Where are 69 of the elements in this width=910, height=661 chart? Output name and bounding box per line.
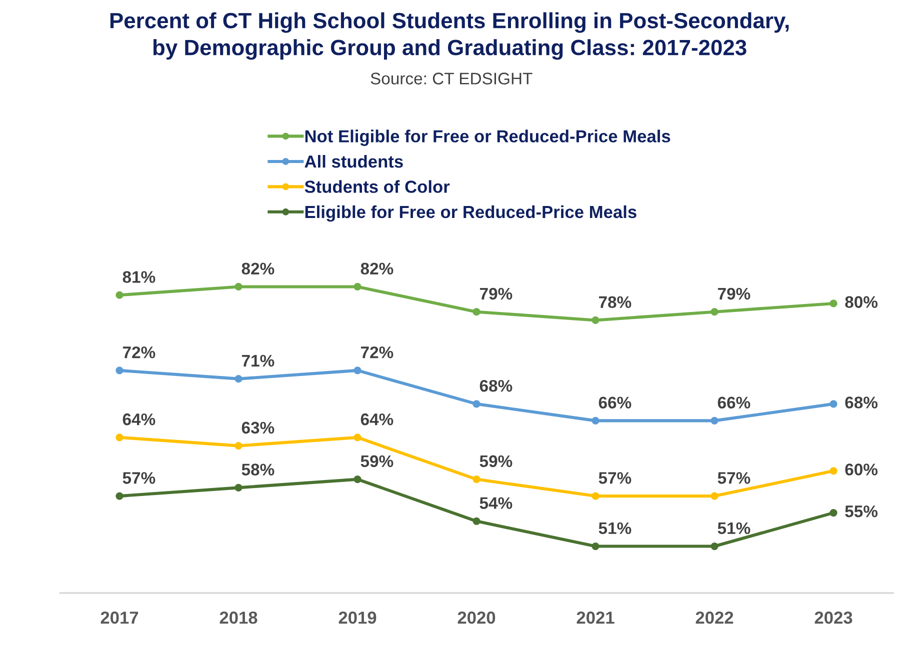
- data-label: 58%: [242, 464, 274, 476]
- data-label: 63%: [242, 422, 274, 434]
- point: [116, 492, 124, 500]
- chart-subtitle: Source: CT EDSIGHT: [370, 72, 532, 84]
- point: [710, 542, 718, 550]
- data-label: 82%: [242, 262, 274, 275]
- point: [354, 282, 362, 291]
- data-label: 82%: [360, 262, 394, 275]
- legend-label: All students: [304, 154, 403, 168]
- point: [234, 282, 242, 291]
- point: [116, 291, 124, 299]
- data-label: 51%: [718, 522, 750, 534]
- point: [354, 434, 362, 442]
- data-label: 51%: [598, 522, 632, 534]
- point: [234, 484, 242, 492]
- data-label: 57%: [122, 472, 156, 484]
- data-label: 72%: [360, 346, 394, 358]
- data-label: 79%: [480, 288, 512, 300]
- point: [472, 475, 480, 484]
- point: [472, 517, 480, 525]
- point: [354, 475, 362, 484]
- legend-label: Not Eligible for Free or Reduced-Price Meals: [305, 130, 670, 146]
- point: [592, 542, 600, 550]
- data-label: 60%: [845, 464, 878, 476]
- legend-label: Eligible for Free or Reduced-Price Meals: [305, 205, 636, 222]
- data-label: 59%: [480, 455, 512, 468]
- data-label: 57%: [598, 472, 632, 484]
- chart-title: Percent of CT High School Students Enrolling in Post-Secondary, by Demographic Group and Graduating Class: 2017-2023: [110, 12, 789, 60]
- x-tick-label: 2018: [220, 612, 258, 624]
- data-label: 64%: [360, 413, 394, 426]
- legend-label: Students of Color: [304, 180, 450, 193]
- point: [710, 416, 718, 425]
- data-label: 68%: [845, 396, 878, 408]
- point: [592, 416, 600, 425]
- point: [592, 316, 600, 324]
- data-label: 71%: [242, 354, 274, 367]
- x-tick-label: 2022: [696, 612, 734, 624]
- point: [354, 366, 362, 374]
- data-label: 54%: [480, 497, 512, 509]
- data-label: 57%: [718, 472, 750, 484]
- point: [830, 467, 838, 475]
- point: [116, 366, 124, 374]
- data-label: 79%: [718, 288, 750, 300]
- data-label: 68%: [480, 380, 512, 392]
- point: [472, 400, 480, 408]
- point: [592, 492, 600, 500]
- point: [234, 442, 242, 450]
- x-tick-label: 2019: [338, 612, 376, 624]
- data-label: 55%: [845, 506, 878, 518]
- x-tick-label: 2020: [458, 612, 496, 624]
- data-label: 78%: [598, 296, 632, 308]
- x-tick-label: 2017: [100, 612, 138, 624]
- data-label: 72%: [122, 346, 156, 358]
- data-label: 80%: [845, 296, 878, 308]
- point: [472, 308, 480, 316]
- point: [116, 434, 124, 442]
- data-label: 66%: [598, 396, 632, 408]
- point: [830, 300, 838, 308]
- data-label: 66%: [718, 396, 750, 408]
- data-label: 64%: [122, 413, 156, 426]
- point: [710, 308, 718, 316]
- point: [234, 375, 242, 383]
- point: [830, 400, 838, 408]
- point: [710, 492, 718, 500]
- x-tick-label: 2021: [576, 612, 614, 624]
- point: [830, 508, 838, 517]
- data-label: 59%: [360, 455, 394, 468]
- data-label: 81%: [122, 271, 156, 283]
- x-tick-label: 2023: [814, 612, 852, 624]
